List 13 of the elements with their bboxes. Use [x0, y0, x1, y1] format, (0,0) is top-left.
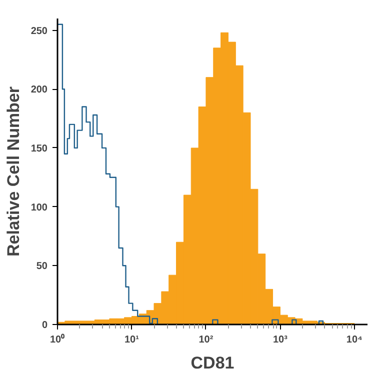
y-tick-label: 0 [42, 320, 48, 331]
x-tick-label: 10¹ [124, 334, 140, 346]
x-tick-label: 10³ [272, 334, 288, 346]
x-tick-label: 10⁰ [50, 334, 66, 346]
x-tick-label: 10² [198, 334, 214, 346]
y-tick-label: 250 [30, 26, 48, 37]
y-tick-label: 200 [30, 84, 48, 96]
x-tick-label: 10⁴ [346, 334, 363, 346]
y-axis-title: Relative Cell Number [4, 86, 23, 257]
y-tick-label: 50 [36, 261, 48, 272]
y-tick-label: 100 [30, 202, 48, 214]
y-tick-label: 150 [30, 143, 48, 154]
x-axis-title: CD81 [190, 354, 234, 372]
